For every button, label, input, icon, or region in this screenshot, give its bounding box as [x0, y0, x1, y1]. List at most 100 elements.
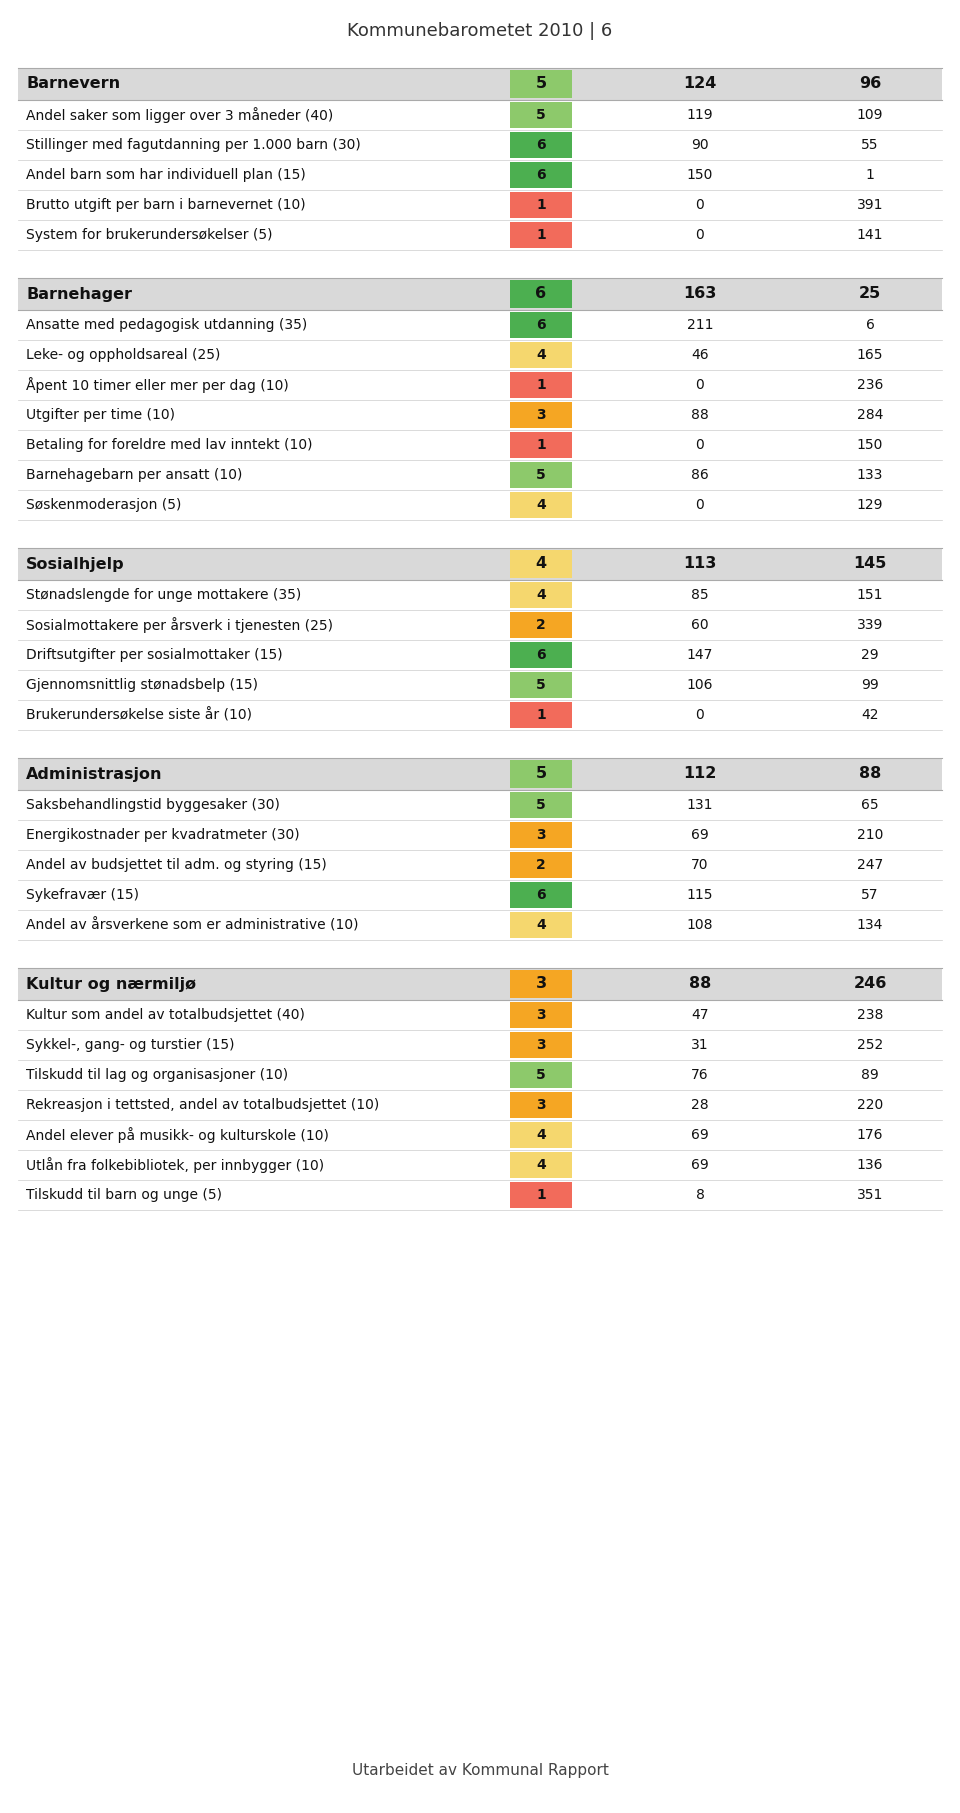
- Bar: [510, 491, 572, 519]
- Text: 151: 151: [856, 587, 883, 602]
- Text: Sosialmottakere per årsverk i tjenesten (25): Sosialmottakere per årsverk i tjenesten …: [26, 616, 333, 633]
- Text: 134: 134: [857, 917, 883, 932]
- Text: 141: 141: [856, 228, 883, 241]
- Text: 220: 220: [857, 1099, 883, 1111]
- Bar: [18, 968, 942, 1001]
- Bar: [510, 970, 572, 997]
- Text: Andel av årsverkene som er administrative (10): Andel av årsverkene som er administrativ…: [26, 917, 358, 932]
- Text: 60: 60: [691, 618, 708, 633]
- Bar: [18, 850, 942, 879]
- Bar: [510, 1003, 572, 1028]
- Bar: [18, 190, 942, 219]
- Text: 3: 3: [537, 1099, 546, 1111]
- Text: 3: 3: [536, 977, 546, 992]
- Text: 136: 136: [856, 1159, 883, 1171]
- Bar: [18, 100, 942, 131]
- Text: 88: 88: [689, 977, 711, 992]
- Bar: [510, 1032, 572, 1059]
- Text: 2: 2: [536, 858, 546, 872]
- Text: 210: 210: [857, 829, 883, 841]
- Text: 76: 76: [691, 1068, 708, 1082]
- Text: Andel elever på musikk- og kulturskole (10): Andel elever på musikk- og kulturskole (…: [26, 1128, 329, 1142]
- Bar: [18, 490, 942, 520]
- Bar: [18, 1061, 942, 1090]
- Bar: [18, 910, 942, 939]
- Text: 252: 252: [857, 1039, 883, 1052]
- Bar: [510, 312, 572, 337]
- Bar: [18, 580, 942, 609]
- Text: 5: 5: [536, 468, 546, 482]
- Bar: [510, 582, 572, 607]
- Text: Andel saker som ligger over 3 måneder (40): Andel saker som ligger over 3 måneder (4…: [26, 107, 333, 123]
- Bar: [510, 549, 572, 578]
- Text: System for brukerundersøkelser (5): System for brukerundersøkelser (5): [26, 228, 273, 241]
- Text: 29: 29: [861, 647, 878, 662]
- Text: 3: 3: [537, 1008, 546, 1023]
- Bar: [510, 279, 572, 308]
- Text: Andel barn som har individuell plan (15): Andel barn som har individuell plan (15): [26, 169, 305, 181]
- Text: 88: 88: [691, 408, 708, 422]
- Bar: [510, 673, 572, 698]
- Text: 5: 5: [536, 1068, 546, 1082]
- Text: 1: 1: [866, 169, 875, 181]
- Text: Brutto utgift per barn i barnevernet (10): Brutto utgift per barn i barnevernet (10…: [26, 198, 305, 212]
- Bar: [510, 343, 572, 368]
- Text: 119: 119: [686, 109, 713, 121]
- Text: 4: 4: [536, 917, 546, 932]
- Text: 176: 176: [856, 1128, 883, 1142]
- Bar: [510, 1182, 572, 1207]
- Text: 108: 108: [686, 917, 713, 932]
- Text: 339: 339: [857, 618, 883, 633]
- Text: 211: 211: [686, 317, 713, 332]
- Text: 1: 1: [536, 1188, 546, 1202]
- Bar: [18, 277, 942, 310]
- Bar: [18, 219, 942, 250]
- Bar: [18, 758, 942, 790]
- Text: 70: 70: [691, 858, 708, 872]
- Text: 0: 0: [696, 439, 705, 451]
- Text: 351: 351: [857, 1188, 883, 1202]
- Bar: [510, 912, 572, 937]
- Text: Ansatte med pedagogisk utdanning (35): Ansatte med pedagogisk utdanning (35): [26, 317, 307, 332]
- Bar: [510, 881, 572, 908]
- Text: 106: 106: [686, 678, 713, 693]
- Text: 55: 55: [861, 138, 878, 152]
- Bar: [510, 821, 572, 848]
- Bar: [18, 310, 942, 341]
- Bar: [510, 161, 572, 189]
- Text: 0: 0: [696, 377, 705, 392]
- Text: 57: 57: [861, 888, 878, 903]
- Text: Stillinger med fagutdanning per 1.000 barn (30): Stillinger med fagutdanning per 1.000 ba…: [26, 138, 361, 152]
- Bar: [510, 372, 572, 399]
- Text: Åpent 10 timer eller mer per dag (10): Åpent 10 timer eller mer per dag (10): [26, 377, 289, 393]
- Text: 69: 69: [691, 1159, 708, 1171]
- Bar: [510, 613, 572, 638]
- Text: Andel av budsjettet til adm. og styring (15): Andel av budsjettet til adm. og styring …: [26, 858, 326, 872]
- Text: 145: 145: [853, 557, 887, 571]
- Text: 247: 247: [857, 858, 883, 872]
- Text: 85: 85: [691, 587, 708, 602]
- Text: 65: 65: [861, 798, 878, 812]
- Text: 5: 5: [536, 109, 546, 121]
- Text: 284: 284: [857, 408, 883, 422]
- Text: Kultur og nærmiljø: Kultur og nærmiljø: [26, 977, 196, 992]
- Text: Barnehagebarn per ansatt (10): Barnehagebarn per ansatt (10): [26, 468, 242, 482]
- Bar: [18, 341, 942, 370]
- Text: 124: 124: [684, 76, 717, 91]
- Text: Kultur som andel av totalbudsjettet (40): Kultur som andel av totalbudsjettet (40): [26, 1008, 305, 1023]
- Text: Sosialhjelp: Sosialhjelp: [26, 557, 125, 571]
- Text: Sykkel-, gang- og turstier (15): Sykkel-, gang- og turstier (15): [26, 1039, 234, 1052]
- Bar: [510, 760, 572, 789]
- Text: 1: 1: [536, 198, 546, 212]
- Text: 147: 147: [686, 647, 713, 662]
- Bar: [18, 700, 942, 731]
- Text: 0: 0: [696, 709, 705, 722]
- Text: Utarbeidet av Kommunal Rapport: Utarbeidet av Kommunal Rapport: [351, 1762, 609, 1777]
- Text: 4: 4: [536, 348, 546, 363]
- Text: Tilskudd til barn og unge (5): Tilskudd til barn og unge (5): [26, 1188, 222, 1202]
- Text: Utgifter per time (10): Utgifter per time (10): [26, 408, 175, 422]
- Bar: [510, 1091, 572, 1119]
- Bar: [18, 1180, 942, 1209]
- Text: 246: 246: [853, 977, 887, 992]
- Bar: [18, 430, 942, 461]
